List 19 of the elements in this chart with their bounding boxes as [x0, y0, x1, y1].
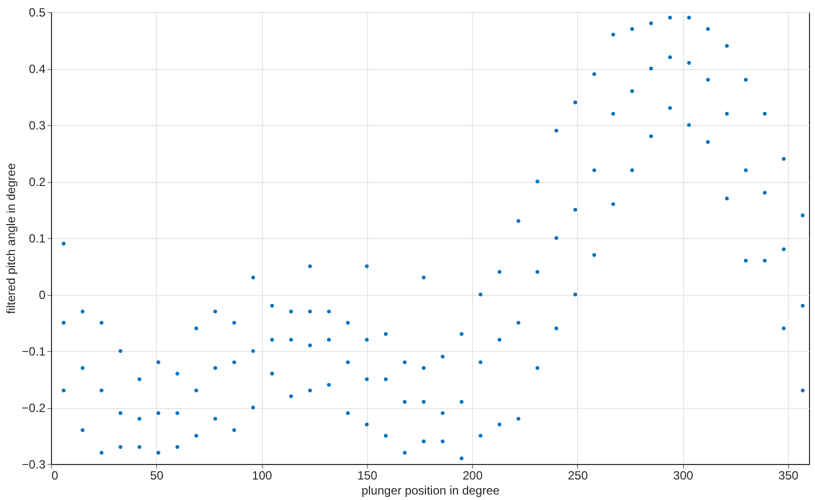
x-tick-label: 300: [673, 468, 694, 482]
x-tick-label: 200: [462, 468, 483, 482]
y-tick-label: −0.3: [22, 458, 46, 472]
y-tick-label: 0.1: [28, 232, 46, 246]
y-tick-label: 0.4: [28, 62, 46, 76]
y-tick-label: 0: [38, 288, 46, 302]
x-axis-title: plunger position in degree: [361, 484, 500, 498]
y-tick-label: −0.1: [22, 344, 46, 358]
y-tick-label: −0.2: [22, 401, 46, 415]
x-tick-label: 350: [778, 468, 799, 482]
x-tick-label: 150: [357, 468, 378, 482]
x-tick-label: 0: [52, 468, 58, 482]
y-axis-title: filtered pitch angle in degree: [4, 162, 18, 314]
y-tick-label: 0.2: [28, 175, 46, 189]
x-tick-label: 50: [150, 468, 164, 482]
x-tick-label: 250: [568, 468, 588, 482]
y-tick-label: 0.3: [28, 118, 46, 132]
x-tick-label: 100: [252, 468, 272, 482]
y-tick-label: 0.5: [28, 6, 46, 20]
